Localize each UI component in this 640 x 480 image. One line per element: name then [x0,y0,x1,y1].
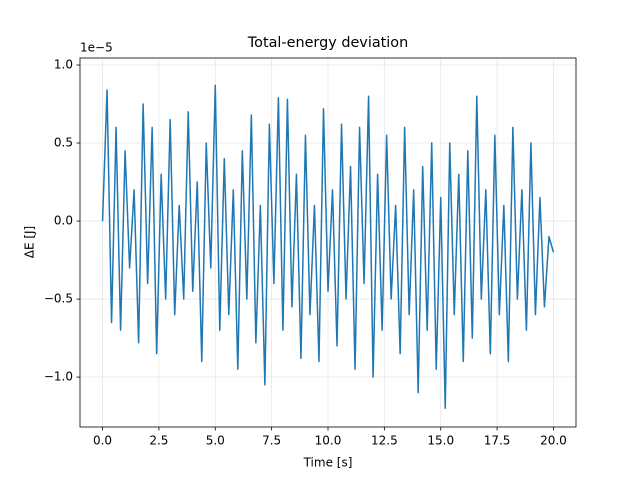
y-offset-label: 1e−5 [80,41,113,55]
x-tick-label: 17.5 [484,434,511,448]
y-tick-label: 0.5 [54,136,73,150]
chart-title: Total-energy deviation [247,35,408,51]
x-tick-label: 20.0 [540,434,567,448]
data-line [101,84,555,410]
plot-frame [79,57,577,428]
y-axis-label: ΔE [J] [23,226,37,259]
y-tick-label: −0.5 [44,292,73,306]
x-axis-label: Time [s] [303,456,353,470]
y-tick-label: 0.0 [54,214,73,228]
x-tick-label: 12.5 [371,434,398,448]
y-tick-label: 1.0 [54,58,73,72]
x-tick-label: 0.0 [93,434,112,448]
x-tick-label: 15.0 [427,434,454,448]
x-tick-label: 7.5 [262,434,281,448]
x-tick-label: 10.0 [315,434,342,448]
x-tick-label: 2.5 [149,434,168,448]
y-tick-label: −1.0 [44,370,73,384]
x-tick-label: 5.0 [206,434,225,448]
